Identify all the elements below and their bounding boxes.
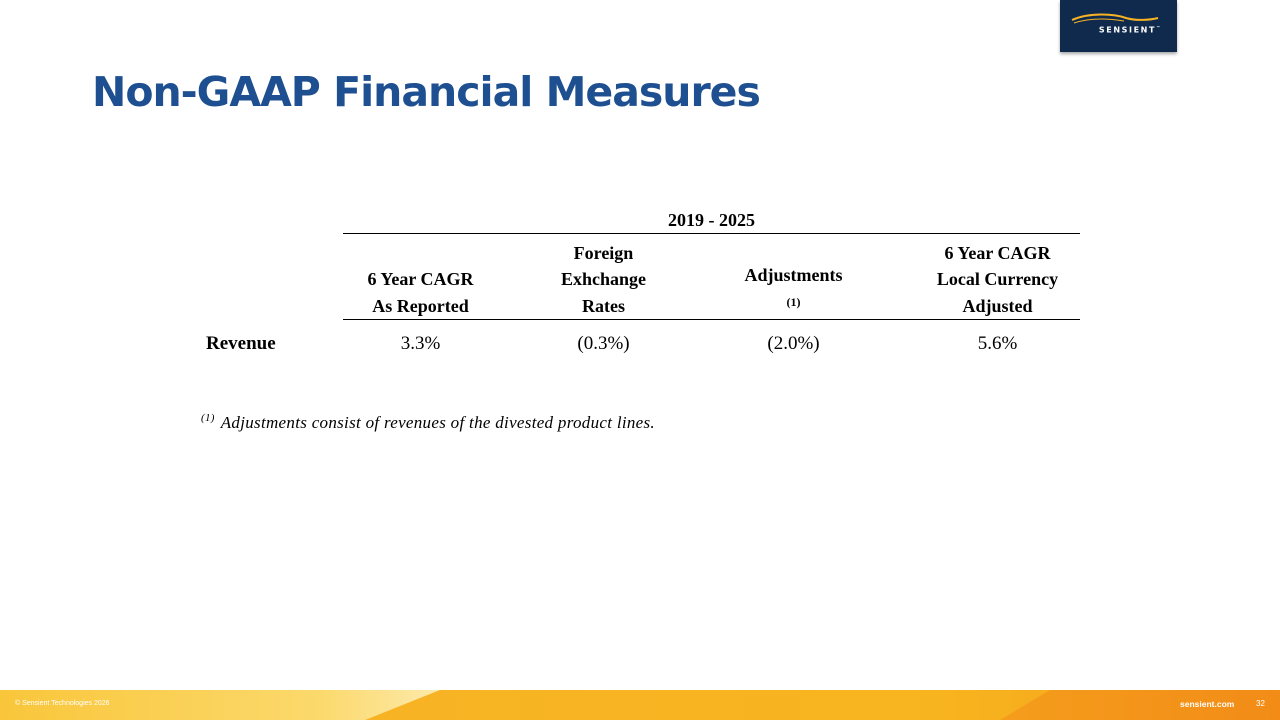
- col-header-local-currency: 6 Year CAGR Local Currency Adjusted: [936, 242, 1059, 316]
- adjustments-footnote-marker: (1): [786, 294, 801, 309]
- footnote-text: Adjustments consist of revenues of the d…: [220, 413, 655, 432]
- cell-as-reported: 3.3%: [400, 333, 441, 354]
- table-rule-header: [343, 319, 1080, 320]
- footer-bar: © Sensient Technologies 2026 sensient.co…: [0, 690, 1280, 720]
- footnote: (1) Adjustments consist of revenues of th…: [201, 412, 655, 433]
- page-title: Non-GAAP Financial Measures: [92, 68, 761, 116]
- period-header: 2019 - 2025: [668, 210, 755, 230]
- footer-gradient-band: [0, 690, 1280, 720]
- row-label-revenue: Revenue: [206, 333, 276, 354]
- footer-copyright: © Sensient Technologies 2026: [15, 700, 110, 707]
- footnote-marker: (1): [201, 412, 215, 424]
- col-header-fx-rates: Foreign Exhchange Rates: [560, 242, 647, 316]
- logo-text: SENSIENT™: [1098, 25, 1160, 35]
- col-header-adjustments: Adjustments (1): [744, 265, 843, 309]
- cell-fx-rates: (0.3%): [577, 333, 630, 354]
- cell-local-currency: 5.6%: [977, 333, 1018, 354]
- page-number: 32: [1256, 699, 1265, 708]
- footer-website-link[interactable]: sensient.com: [1180, 699, 1235, 709]
- col-header-as-reported: 6 Year CAGR As Reported: [367, 269, 474, 316]
- table-rule-top: [343, 233, 1080, 234]
- logo-swoosh-icon: [1071, 13, 1159, 24]
- sensient-logo: SENSIENT™: [1060, 0, 1177, 52]
- cell-adjustments: (2.0%): [767, 333, 820, 354]
